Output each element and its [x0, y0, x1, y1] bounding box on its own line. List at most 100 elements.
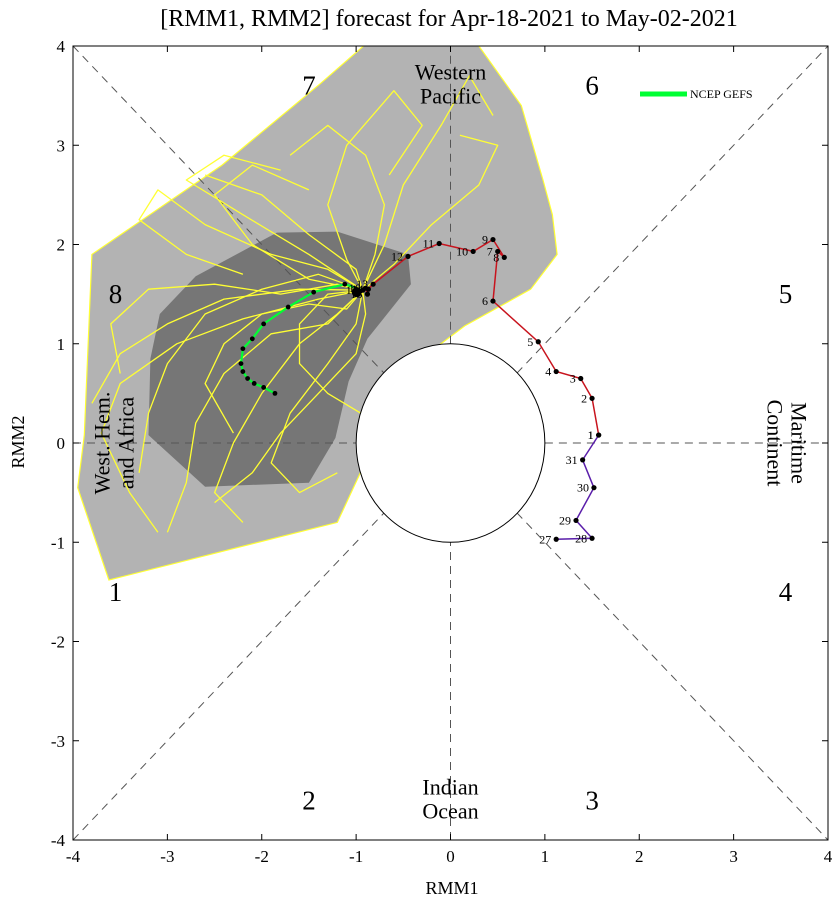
day-label: 11 [423, 237, 435, 251]
region-label-line: Continent [763, 400, 788, 487]
x-tick-label: -2 [255, 847, 269, 866]
ensemble-member-track [204, 174, 364, 291]
unit-circle [355, 343, 546, 543]
ensemble-spread-inner [148, 231, 411, 487]
ensemble-member-track [289, 124, 386, 291]
observed-point [553, 536, 559, 542]
observed-point [591, 485, 597, 491]
region-label-line: Indian [422, 774, 478, 799]
ensemble-mean-point [342, 281, 348, 287]
phase-number-label: 2 [302, 785, 316, 815]
day-label: 1 [588, 428, 594, 442]
phase-number-label: 4 [779, 577, 793, 607]
y-tick-label: -2 [51, 633, 65, 652]
ensemble-member-track [138, 189, 364, 291]
x-tick-label: 1 [541, 847, 550, 866]
ensemble-mean-point [261, 321, 267, 327]
day-label: 6 [482, 294, 488, 308]
observed-point [580, 457, 586, 463]
x-tick-label: -4 [66, 847, 81, 866]
x-tick-label: 3 [729, 847, 738, 866]
day-label: 3 [570, 371, 576, 385]
ensemble-mean-point [240, 346, 246, 352]
observed-point [436, 240, 442, 247]
observed-point [573, 517, 579, 524]
x-tick-label: 4 [824, 847, 833, 866]
day-label: 10 [456, 244, 468, 258]
ensemble-member-track [138, 273, 363, 473]
observed-point [490, 298, 496, 304]
region-label-line: West. Hem. [89, 392, 114, 495]
observed-point [490, 236, 496, 243]
region-label: MaritimeContinent [763, 400, 812, 487]
y-axis-title: RMM2 [8, 415, 28, 468]
day-label: 1 [588, 428, 594, 442]
x-tick-label: 2 [635, 847, 644, 866]
phase-number-label: 1 [109, 577, 123, 607]
region-label: Indian Ocean [422, 774, 478, 823]
region-label: Western Pacific [415, 60, 487, 109]
region-label-line: Ocean [422, 798, 478, 823]
ensemble-member-track [327, 90, 423, 291]
ensemble-member-track [362, 75, 494, 291]
y-tick-label: 3 [57, 136, 66, 155]
region-label: West. Hem.and Africa [89, 392, 138, 495]
observed-point [495, 248, 501, 255]
region-label-line: and Africa [113, 397, 138, 489]
chart-title: [RMM1, RMM2] forecast for Apr-18-2021 to… [160, 6, 737, 32]
ensemble-member-track [110, 283, 363, 374]
observed-point [553, 368, 559, 375]
ensemble-member-track [185, 154, 364, 291]
day-label: 8 [493, 250, 499, 264]
x-tick-label: -1 [349, 847, 363, 866]
day-label: 31 [566, 453, 578, 467]
x-tick-label: -3 [160, 847, 174, 866]
y-tick-label: -1 [51, 533, 65, 552]
ensemble-mean-point [285, 304, 291, 310]
x-tick-label: 0 [446, 847, 455, 866]
x-axis-title: RMM1 [425, 878, 478, 898]
day-label: 5 [527, 335, 533, 349]
ensemble-mean-point [311, 289, 317, 295]
plot-area: 272829303111234567891011121314151617-4-4… [51, 37, 833, 866]
plot-content: 272829303111234567891011121314151617 [73, 46, 828, 840]
phase-number-label: 5 [779, 279, 793, 309]
phase-number-label: 6 [585, 71, 599, 101]
y-tick-label: 0 [57, 434, 66, 453]
y-tick-label: 1 [57, 335, 66, 354]
ensemble-member-track [100, 289, 363, 533]
observed-point [535, 339, 541, 345]
day-label: 28 [575, 531, 587, 545]
legend: NCEP GEFS [640, 87, 753, 101]
observed-track-march [556, 434, 600, 541]
phase-number-label: 8 [109, 279, 123, 309]
observed-point [470, 248, 476, 255]
y-tick-label: -4 [51, 831, 66, 850]
ensemble-member-track [166, 289, 364, 533]
day-label: 29 [559, 513, 571, 527]
observed-point [578, 375, 584, 382]
day-label: 2 [581, 391, 587, 405]
y-tick-label: -3 [51, 732, 65, 751]
observed-point [589, 535, 595, 541]
ensemble-mean-point [238, 361, 244, 366]
observed-point [589, 395, 595, 401]
y-tick-label: 4 [57, 37, 66, 56]
ensemble-mean-point [251, 381, 257, 386]
y-tick-label: 2 [57, 236, 66, 255]
day-label: 4 [545, 365, 551, 379]
observed-point [364, 291, 371, 297]
ensemble-member-track [270, 290, 364, 494]
region-label-line: Western [415, 60, 487, 85]
ensemble-mean-point [261, 385, 267, 390]
phase-number-label: 7 [302, 71, 316, 101]
observed-point [501, 254, 507, 261]
ensemble-mean-point [272, 390, 278, 396]
start-marker [351, 287, 362, 298]
ensemble-member-track [91, 288, 363, 404]
ensemble-mean-point [240, 369, 246, 374]
observed-point [370, 281, 376, 287]
day-label: 9 [482, 233, 488, 247]
region-label-line: Pacific [420, 84, 481, 109]
